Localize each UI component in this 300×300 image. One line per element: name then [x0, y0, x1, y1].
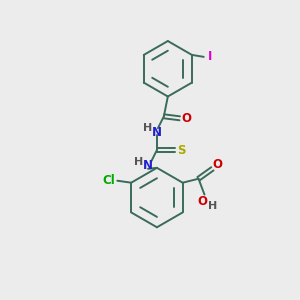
Text: H: H [134, 157, 144, 167]
Text: Cl: Cl [102, 174, 115, 187]
Text: O: O [182, 112, 192, 125]
Text: O: O [197, 195, 208, 208]
Text: N: N [143, 159, 153, 172]
Text: I: I [208, 50, 212, 63]
Text: O: O [212, 158, 222, 171]
Text: N: N [152, 126, 162, 139]
Text: S: S [178, 143, 186, 157]
Text: H: H [208, 202, 217, 212]
Text: H: H [143, 123, 153, 133]
